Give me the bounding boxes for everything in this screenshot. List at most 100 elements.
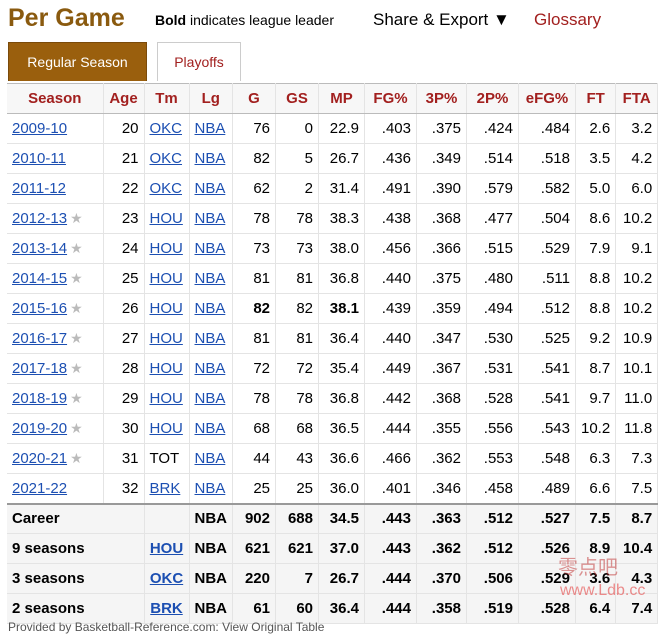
team-link[interactable]: OKC (149, 120, 183, 137)
team-cell: HOU (144, 263, 190, 294)
glossary-link[interactable]: Glossary (534, 10, 602, 29)
column-header[interactable]: 3P% (416, 83, 467, 114)
league-link[interactable]: NBA (194, 330, 226, 347)
table-footer: Provided by Basketball-Reference.com: Vi… (8, 620, 325, 634)
column-header[interactable]: FTA (615, 83, 659, 114)
team-link[interactable]: HOU (149, 360, 183, 377)
column-header[interactable]: eFG% (518, 83, 576, 114)
column-header[interactable]: 2P% (466, 83, 519, 114)
season-link[interactable]: 2021-22 (12, 479, 68, 497)
team-link[interactable]: HOU (149, 540, 184, 557)
league-cell: NBA (189, 323, 233, 354)
league-link[interactable]: NBA (194, 180, 226, 197)
league-link[interactable]: NBA (194, 390, 226, 407)
stat-cell-fg: .440 (364, 263, 417, 294)
table-row: 2016-17 ★ 27 HOU NBA 81 81 36.4.440.347.530.525… (7, 323, 659, 354)
team-link[interactable]: BRK (150, 600, 183, 617)
league-link[interactable]: NBA (194, 120, 226, 137)
league-link[interactable]: NBA (194, 450, 226, 467)
stat-cell-gs: 0 (275, 113, 319, 144)
team-link[interactable]: HOU (149, 420, 183, 437)
stat-cell-twop: .512 (466, 502, 519, 534)
stat-cell-ft: 8.6 (575, 203, 617, 234)
stat-cell-mp: 38.3 (318, 203, 365, 234)
stat-cell-gs: 2 (275, 173, 319, 204)
season-link[interactable]: 2013-14 (12, 240, 68, 257)
column-header[interactable]: Season (7, 83, 104, 114)
season-cell: 2012-13 ★ (7, 203, 104, 234)
stat-cell-ft: 5.0 (575, 173, 617, 204)
stat-cell-twop: .514 (466, 143, 519, 174)
team-link[interactable]: HOU (149, 240, 183, 257)
league-link[interactable]: NBA (194, 240, 226, 257)
season-link[interactable]: 2020-21 (12, 450, 68, 467)
stat-cell-fg: .456 (364, 233, 417, 264)
stat-cell-efg: .541 (518, 383, 576, 414)
team-cell: BRK (144, 473, 190, 504)
column-header[interactable]: FG% (364, 83, 417, 114)
season-link[interactable]: 2017-18 (12, 360, 68, 377)
league-link[interactable]: NBA (194, 479, 226, 497)
column-header[interactable]: Age (103, 83, 145, 114)
stat-cell-fta: 10.2 (615, 203, 659, 234)
team-link[interactable]: HOU (149, 390, 183, 407)
team-link[interactable]: HOU (149, 300, 183, 317)
team-link[interactable]: HOU (149, 210, 183, 227)
stat-cell-fg: .444 (364, 413, 417, 444)
league-link[interactable]: NBA (194, 270, 226, 287)
tab-playoffs[interactable]: Playoffs (157, 42, 241, 81)
season-link[interactable]: 2012-13 (12, 210, 68, 227)
stat-cell-mp: 36.6 (318, 443, 365, 474)
all-star-icon: ★ (70, 360, 83, 376)
league-link[interactable]: NBA (194, 300, 226, 317)
season-link[interactable]: 2014-15 (12, 270, 68, 287)
stat-cell-g: 82 (232, 143, 276, 174)
tab-regular-season[interactable]: Regular Season (8, 42, 147, 81)
season-link[interactable]: 2009-10 (12, 120, 68, 137)
stat-cell-tp: .362 (416, 533, 467, 564)
age-cell: 31 (103, 443, 145, 474)
column-header[interactable]: G (232, 83, 276, 114)
stat-cell-tp: .368 (416, 383, 467, 414)
team-link[interactable]: OKC (149, 570, 184, 587)
team-link[interactable]: BRK (149, 479, 181, 497)
league-link[interactable]: NBA (194, 420, 226, 437)
stat-cell-g: 61 (232, 593, 276, 624)
stat-cell-fta: 10.1 (615, 353, 659, 384)
league-link[interactable]: NBA (194, 150, 226, 167)
column-header[interactable]: MP (318, 83, 365, 114)
stat-cell-tp: .358 (416, 593, 467, 624)
team-link[interactable]: HOU (149, 330, 183, 347)
stat-cell-twop: .477 (466, 203, 519, 234)
stat-cell-twop: .519 (466, 593, 519, 624)
age-cell: 21 (103, 143, 145, 174)
stat-cell-gs: 688 (275, 502, 319, 534)
season-link[interactable]: 2018-19 (12, 390, 68, 407)
team-link[interactable]: HOU (149, 270, 183, 287)
column-header[interactable]: Tm (144, 83, 190, 114)
league-link[interactable]: NBA (194, 360, 226, 377)
table-row: 2013-14 ★ 24 HOU NBA 73 73 38.0.456.366.515.529… (7, 233, 659, 264)
hint-bold-word: Bold (155, 12, 187, 28)
league-link[interactable]: NBA (194, 210, 226, 227)
season-cell: 2011-12 (7, 173, 104, 204)
team-link[interactable]: OKC (149, 180, 183, 197)
season-link[interactable]: 2011-12 (12, 180, 66, 197)
team-link[interactable]: OKC (149, 150, 183, 167)
team-cell: OKC (144, 143, 190, 174)
team-cell: HOU (144, 233, 190, 264)
stat-cell-efg: .582 (518, 173, 576, 204)
stat-cell-ft: 8.8 (575, 263, 617, 294)
season-link[interactable]: 2015-16 (12, 300, 68, 317)
column-header[interactable]: GS (275, 83, 319, 114)
hint-text: indicates league leader (186, 12, 334, 28)
stat-cell-ft: 7.9 (575, 233, 617, 264)
share-export-menu[interactable]: Share & Export ▼ (373, 10, 510, 29)
season-link[interactable]: 2019-20 (12, 420, 68, 437)
column-header[interactable]: FT (575, 83, 617, 114)
stat-cell-tp: .367 (416, 353, 467, 384)
season-link[interactable]: 2016-17 (12, 330, 68, 347)
stat-cell-mp: 38.1 (318, 293, 365, 324)
season-link[interactable]: 2010-11 (12, 150, 66, 167)
column-header[interactable]: Lg (189, 83, 233, 114)
